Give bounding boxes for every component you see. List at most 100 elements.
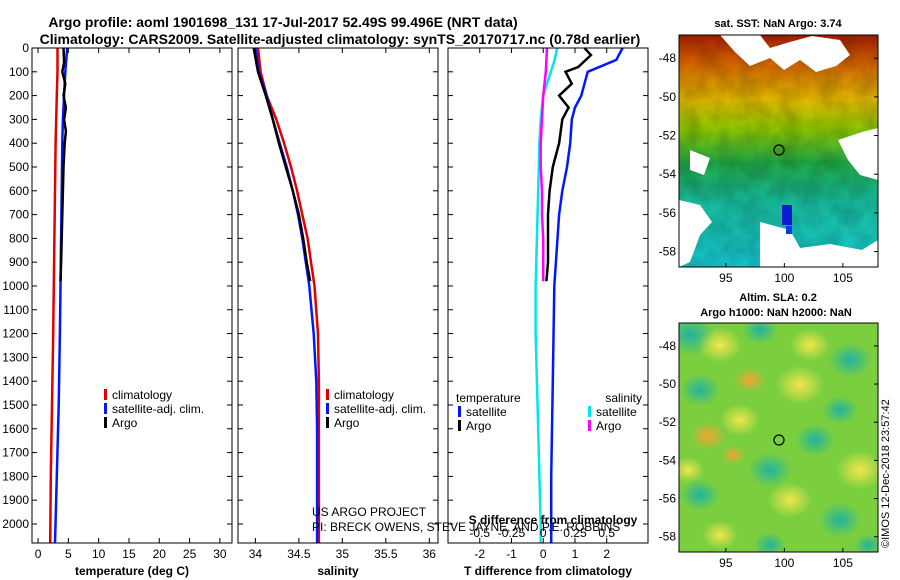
sla-map-ticks: 95 100 105 -48 -50 -52 -54 -56 -58	[659, 339, 878, 570]
x-tick-label: 30	[213, 547, 227, 561]
sla-blob	[680, 374, 720, 406]
legend-label: Argo	[334, 416, 360, 430]
legend-title-temperature: temperature	[456, 391, 521, 405]
sla-map-frame	[678, 322, 879, 553]
sla-blob	[822, 395, 858, 425]
x-tick-label: 35.5	[374, 547, 398, 561]
y-tick-label: 500	[9, 160, 29, 174]
sst-blue-patch	[782, 205, 792, 225]
legend-swatch	[104, 389, 107, 400]
x-tick-label: 35	[336, 547, 350, 561]
imos-watermark: ©IMOS 12-Dec-2018 23:57:42	[880, 399, 892, 548]
x-axis-label: salinity	[317, 564, 359, 578]
legend-swatch	[588, 406, 591, 417]
y-tick-label: 100	[9, 65, 29, 79]
y-tick-label: 900	[9, 255, 29, 269]
x2-axis-label: S difference from climatology	[469, 513, 638, 527]
x-tick-label: 5	[65, 547, 72, 561]
x2-tick-label: -0.25	[498, 526, 526, 540]
x-tick-label: -2	[474, 547, 485, 561]
profile-panel-3: -2 -1 0 1 2 T difference from climatology -0.5…	[447, 47, 649, 578]
map-y-tick-label: -48	[659, 51, 677, 65]
legend-swatch	[326, 417, 329, 428]
x-tick-label: 0	[35, 547, 42, 561]
legend-title-salinity: salinity	[605, 391, 642, 405]
panel-frame	[447, 47, 649, 544]
legend-label: Argo	[112, 416, 138, 430]
x-tick-label: -1	[506, 547, 517, 561]
sla-blob	[828, 342, 872, 378]
y-tick-label: 600	[9, 184, 29, 198]
sst-map-ticks: 95 100 105 -48 -50 -52 -54 -56 -58	[659, 51, 878, 285]
y-tick-label: 1900	[2, 493, 29, 507]
sla-blob	[680, 479, 720, 511]
x-tick-label: 20	[153, 547, 167, 561]
legend-label: climatology	[334, 388, 394, 402]
x-tick-label: 36	[423, 547, 437, 561]
legend-swatch	[588, 420, 591, 431]
legend-swatch	[104, 403, 107, 414]
series-line-satellite-adj-clim-	[254, 47, 319, 543]
panel-frame	[237, 47, 439, 544]
legend-swatch	[458, 406, 461, 417]
credit-pi: PI: BRECK OWENS, STEVE JAYNE, AND P.E. R…	[312, 520, 620, 534]
series-line-temperature-satellite	[549, 47, 624, 543]
x-tick-label: 0	[540, 547, 547, 561]
legend-label: satellite-adj. clim.	[334, 402, 426, 416]
sla-blob	[836, 450, 878, 490]
y-tick-label: 400	[9, 136, 29, 150]
sla-blob	[795, 424, 835, 456]
series-line-argo	[252, 47, 312, 282]
x-tick-label: 10	[92, 547, 106, 561]
sst-map: sat. SST: NaN Argo: 3.74 95 100 105 -48 -50 -…	[659, 18, 879, 285]
sla-blob	[679, 457, 704, 483]
y-tick-label: 1600	[2, 422, 29, 436]
series-line-climatology	[48, 48, 59, 544]
map-y-tick-label: -58	[659, 245, 677, 259]
x-tick-label: 34.5	[287, 547, 311, 561]
y-tick-label: 1100	[3, 303, 29, 317]
map-x-tick-label: 105	[833, 556, 853, 570]
sla-blob	[776, 365, 824, 405]
map-y-tick-label: -52	[659, 415, 677, 429]
sla-blob	[721, 445, 745, 465]
y-tick-label: 0	[22, 41, 29, 55]
panel-frame	[31, 47, 233, 544]
sla-blob	[818, 502, 862, 538]
x-tick-label: 1	[572, 547, 579, 561]
x-tick-label: 2	[603, 547, 610, 561]
y-tick-label: 200	[9, 89, 29, 103]
map-x-tick-label: 100	[774, 271, 794, 285]
sla-blob	[748, 452, 792, 488]
series-line-temperature-argo	[545, 47, 593, 282]
sla-blob	[754, 532, 786, 552]
sla-blob	[742, 323, 778, 345]
x2-tick-label: 0	[540, 526, 547, 540]
y-tick-label: 1300	[2, 350, 29, 364]
map-y-tick-label: -50	[659, 90, 677, 104]
y-tick-label: 1700	[2, 446, 29, 460]
profile-panel-1: 0 5 10 15 20 25 30 temperature (deg C) 0 100 200 30…	[2, 41, 233, 578]
x2-tick-label: 0.5	[598, 526, 615, 540]
legend-swatch	[458, 420, 461, 431]
legend-label: climatology	[112, 388, 172, 402]
x-tick-label: 34	[249, 547, 263, 561]
legend-label: satellite-adj. clim.	[112, 402, 204, 416]
y-tick-label: 700	[9, 208, 29, 222]
sla-blob	[698, 327, 742, 363]
map-x-tick-label: 95	[719, 271, 733, 285]
sla-blobs	[679, 323, 878, 552]
x2-tick-label: -0.5	[469, 526, 490, 540]
title-line-1: Argo profile: aoml 1901698_131 17-Jul-20…	[48, 14, 517, 30]
map-y-tick-label: -50	[659, 377, 677, 391]
title-line-2: Climatology: CARS2009. Satellite-adjuste…	[40, 31, 641, 47]
x-tick-label: 25	[183, 547, 197, 561]
legend-label: satellite	[596, 405, 637, 419]
y-tick-label: 1400	[2, 374, 29, 388]
series-line-salinity-argo	[539, 47, 549, 282]
map-y-tick-label: -56	[659, 206, 677, 220]
x2-tick-label: 0.25	[563, 526, 587, 540]
map-y-tick-label: -54	[659, 453, 677, 467]
